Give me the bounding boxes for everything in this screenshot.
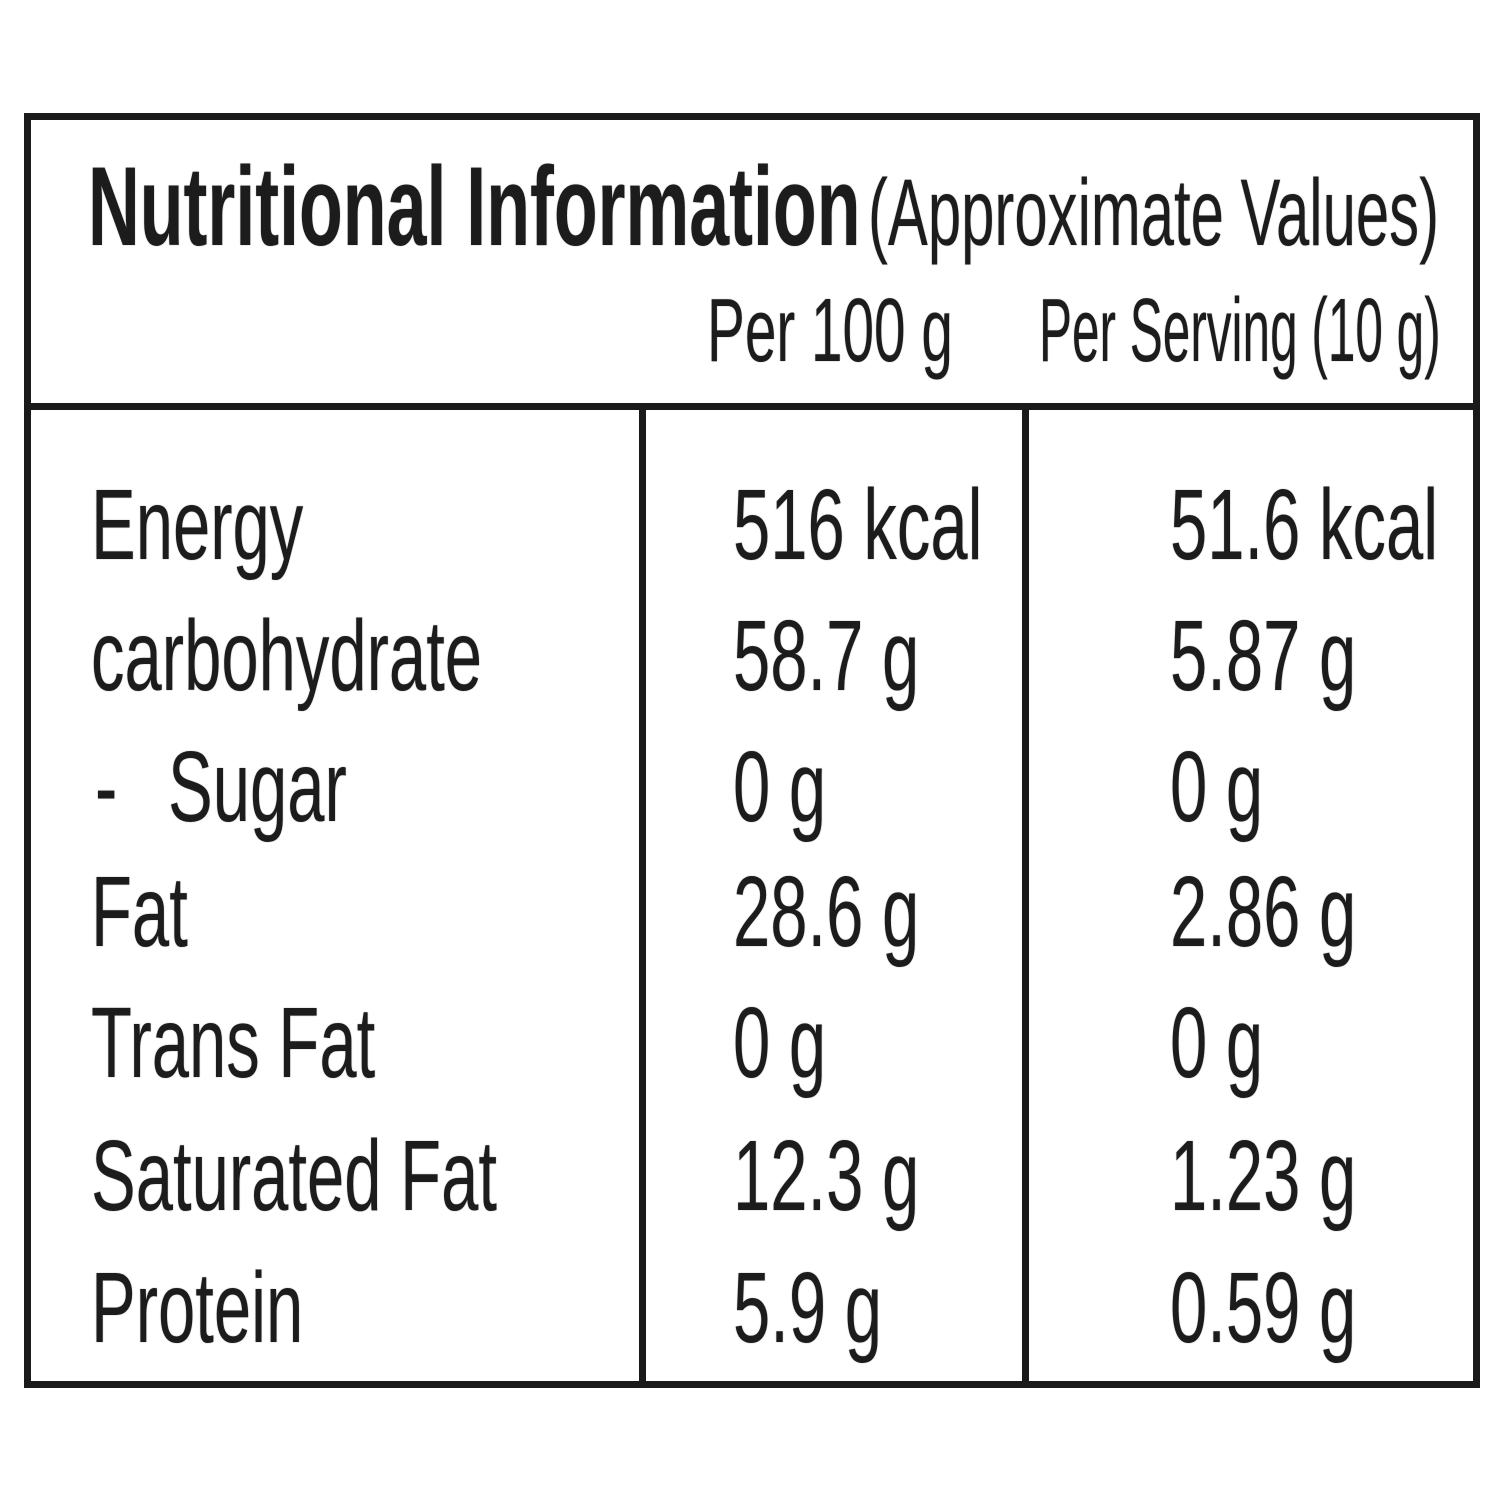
value-per-serving: 51.6 kcal (1170, 469, 1439, 581)
nutrient-label: Energy (91, 469, 304, 581)
table-row-carbohydrate: carbohydrate 58.7 g 5.87 g (31, 586, 1473, 726)
table-row-energy: Energy 516 kcal 51.6 kcal (31, 455, 1473, 595)
sub-item-dash: - (95, 731, 118, 843)
column-divider-line-2 (1022, 403, 1029, 1381)
value-per-serving: 5.87 g (1170, 600, 1357, 712)
nutrient-label: carbohydrate (91, 600, 483, 712)
value-per-serving: 1.23 g (1170, 1120, 1357, 1232)
header-divider-line (31, 403, 1473, 410)
column-header-per-serving: Per Serving (10 g) (1039, 281, 1441, 381)
value-per-100g: 0 g (733, 987, 827, 1099)
table-row-protein: Protein 5.9 g 0.59 g (31, 1238, 1473, 1378)
column-header-per-100g: Per 100 g (707, 281, 953, 381)
table-row-fat: Fat 28.6 g 2.86 g (31, 842, 1473, 982)
nutrient-label: Fat (91, 856, 188, 968)
nutrient-label: Protein (91, 1252, 304, 1364)
table-row-saturated-fat: Saturated Fat 12.3 g 1.23 g (31, 1106, 1473, 1246)
value-per-serving: 0 g (1170, 987, 1264, 1099)
nutrient-label: Saturated Fat (91, 1120, 497, 1232)
value-per-100g: 0 g (733, 731, 827, 843)
value-per-100g: 58.7 g (733, 600, 920, 712)
table-subtitle: (Approximate Values) (868, 160, 1440, 266)
nutrient-label: Trans Fat (91, 987, 376, 1099)
value-per-serving: 2.86 g (1170, 856, 1357, 968)
value-per-serving: 0.59 g (1170, 1252, 1357, 1364)
value-per-serving: 0 g (1170, 731, 1264, 843)
value-per-100g: 28.6 g (733, 856, 920, 968)
table-row-trans-fat: Trans Fat 0 g 0 g (31, 973, 1473, 1113)
nutrition-table: Nutritional Information (Approximate Val… (24, 113, 1480, 1388)
nutrient-label: Sugar (168, 731, 347, 843)
value-per-100g: 5.9 g (733, 1252, 883, 1364)
value-per-100g: 516 kcal (733, 469, 983, 581)
table-row-sugar: - Sugar 0 g 0 g (31, 717, 1473, 857)
value-per-100g: 12.3 g (733, 1120, 920, 1232)
table-title: Nutritional Information (88, 144, 861, 269)
column-divider-line-1 (639, 403, 646, 1381)
